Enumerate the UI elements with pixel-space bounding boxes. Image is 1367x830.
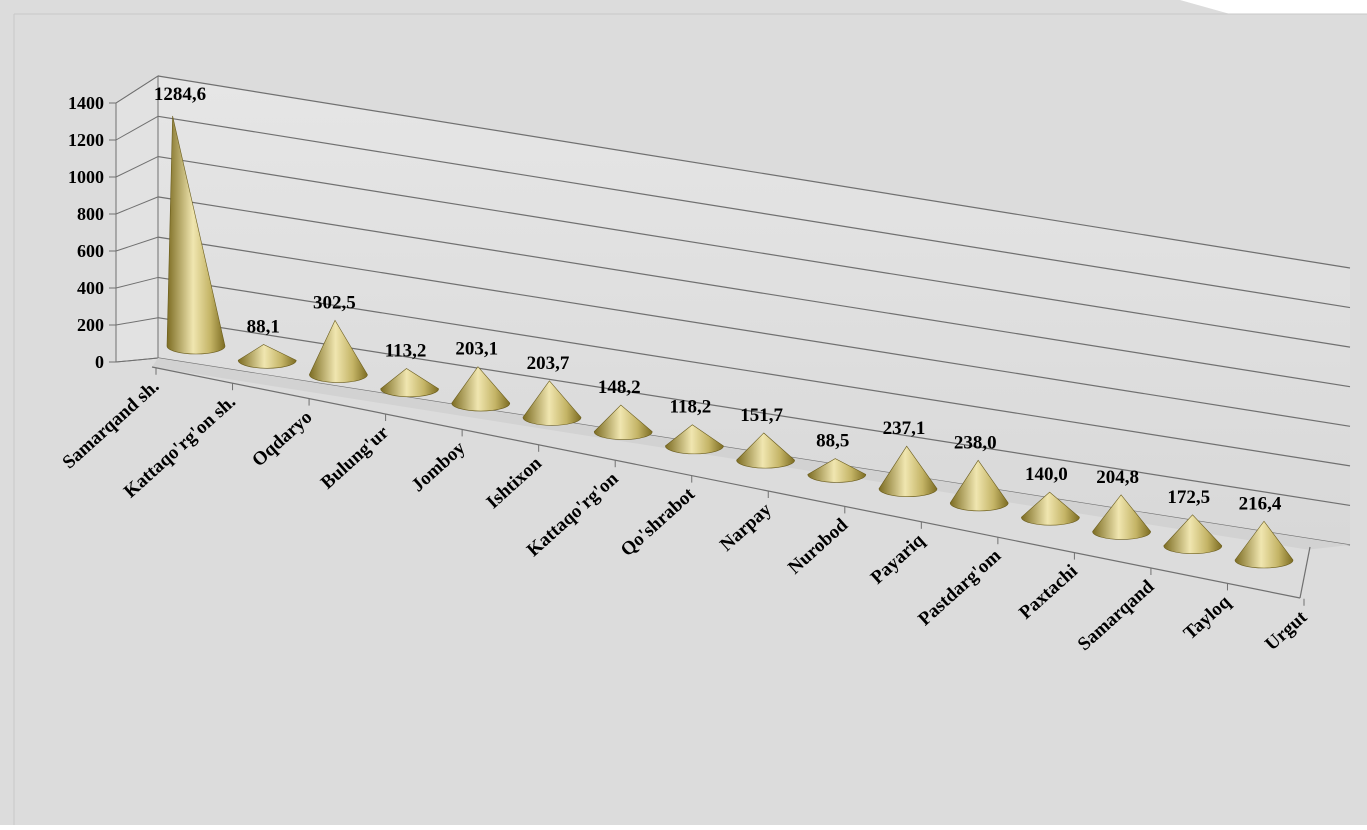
cone-body: [878, 445, 938, 497]
side-gridline: [115, 236, 159, 252]
data-label: 203,1: [455, 339, 498, 360]
y-tick-label: 1000: [68, 167, 104, 187]
data-label: 148,2: [598, 377, 641, 398]
cone-body: [1092, 494, 1151, 540]
gridline: [157, 155, 1351, 348]
cones: [166, 115, 1294, 569]
cone-5: [451, 366, 511, 412]
gridline: [157, 75, 1351, 269]
y-tick-label: 1400: [68, 93, 104, 113]
data-label: 204,8: [1096, 467, 1139, 488]
cone-body: [949, 459, 1009, 512]
gridline: [157, 276, 1351, 467]
data-label: 216,4: [1239, 493, 1282, 514]
data-label: 88,5: [816, 431, 849, 452]
cone-11: [878, 445, 938, 497]
side-gridline: [115, 317, 159, 326]
cone-body: [807, 458, 867, 483]
cone-body: [522, 380, 582, 426]
side-gridline: [115, 75, 159, 104]
side-gridline: [115, 115, 159, 141]
gridline: [157, 115, 1351, 309]
back-wall: [158, 76, 1350, 545]
cone-body: [380, 368, 439, 398]
cone-body: [1163, 514, 1223, 555]
data-label: 237,1: [883, 418, 926, 439]
data-label: 1284,6: [154, 84, 206, 105]
side-gridline: [115, 156, 159, 178]
cone-body: [451, 366, 511, 412]
cone-16: [1234, 520, 1294, 569]
cone-9: [736, 432, 795, 469]
cone-15: [1163, 514, 1223, 555]
cone-body: [237, 344, 297, 369]
gridline: [157, 236, 1351, 427]
gridline: [157, 196, 1351, 388]
y-tick-label: 1200: [68, 130, 104, 150]
cone-14: [1092, 494, 1151, 540]
data-label: 88,1: [247, 316, 280, 337]
y-tick-label: 400: [77, 278, 104, 298]
side-gridline: [115, 357, 159, 363]
cone-body: [593, 404, 653, 440]
cone-body: [665, 424, 724, 455]
cone-8: [665, 424, 724, 455]
cone-2: [237, 344, 297, 369]
cone-13: [1021, 491, 1080, 526]
cone-body: [736, 432, 795, 469]
data-label: 151,7: [740, 405, 783, 426]
side-gridline: [115, 276, 159, 289]
cone-1: [166, 115, 226, 355]
top-right-decoration: [1180, 0, 1367, 14]
data-label: 172,5: [1167, 487, 1210, 508]
cone-12: [949, 459, 1009, 512]
data-label: 113,2: [385, 341, 427, 362]
gridlines: [115, 75, 1351, 546]
data-labels: 1284,6 88,1 302,5 113,2 203,1 203,7 148,2 118,2…: [154, 84, 1282, 514]
data-label: 203,7: [527, 353, 570, 374]
cone-3: [309, 319, 368, 383]
data-label: 238,0: [954, 432, 997, 453]
cone-body: [309, 319, 368, 383]
y-tick-label: 0: [95, 352, 104, 372]
y-tick-label: 200: [77, 315, 104, 335]
y-tick-label: 800: [77, 204, 104, 224]
side-gridline: [115, 196, 159, 215]
floor-right-edge: [1299, 546, 1311, 599]
gridline: [157, 317, 1351, 507]
cone-7: [593, 404, 653, 440]
cone-10: [807, 458, 867, 483]
cone-body: [1021, 491, 1080, 526]
data-label: 118,2: [670, 397, 712, 418]
y-axis: 0 200 400 600 800 1000 1200 1400: [68, 93, 117, 372]
y-tick-label: 600: [77, 241, 104, 261]
floor-front-edge: [151, 366, 1301, 599]
cone-body: [166, 115, 226, 355]
data-label: 302,5: [313, 292, 356, 313]
cone-6: [522, 380, 582, 426]
cone-4: [380, 368, 439, 398]
data-label: 140,0: [1025, 464, 1068, 485]
cone-body: [1234, 520, 1294, 569]
